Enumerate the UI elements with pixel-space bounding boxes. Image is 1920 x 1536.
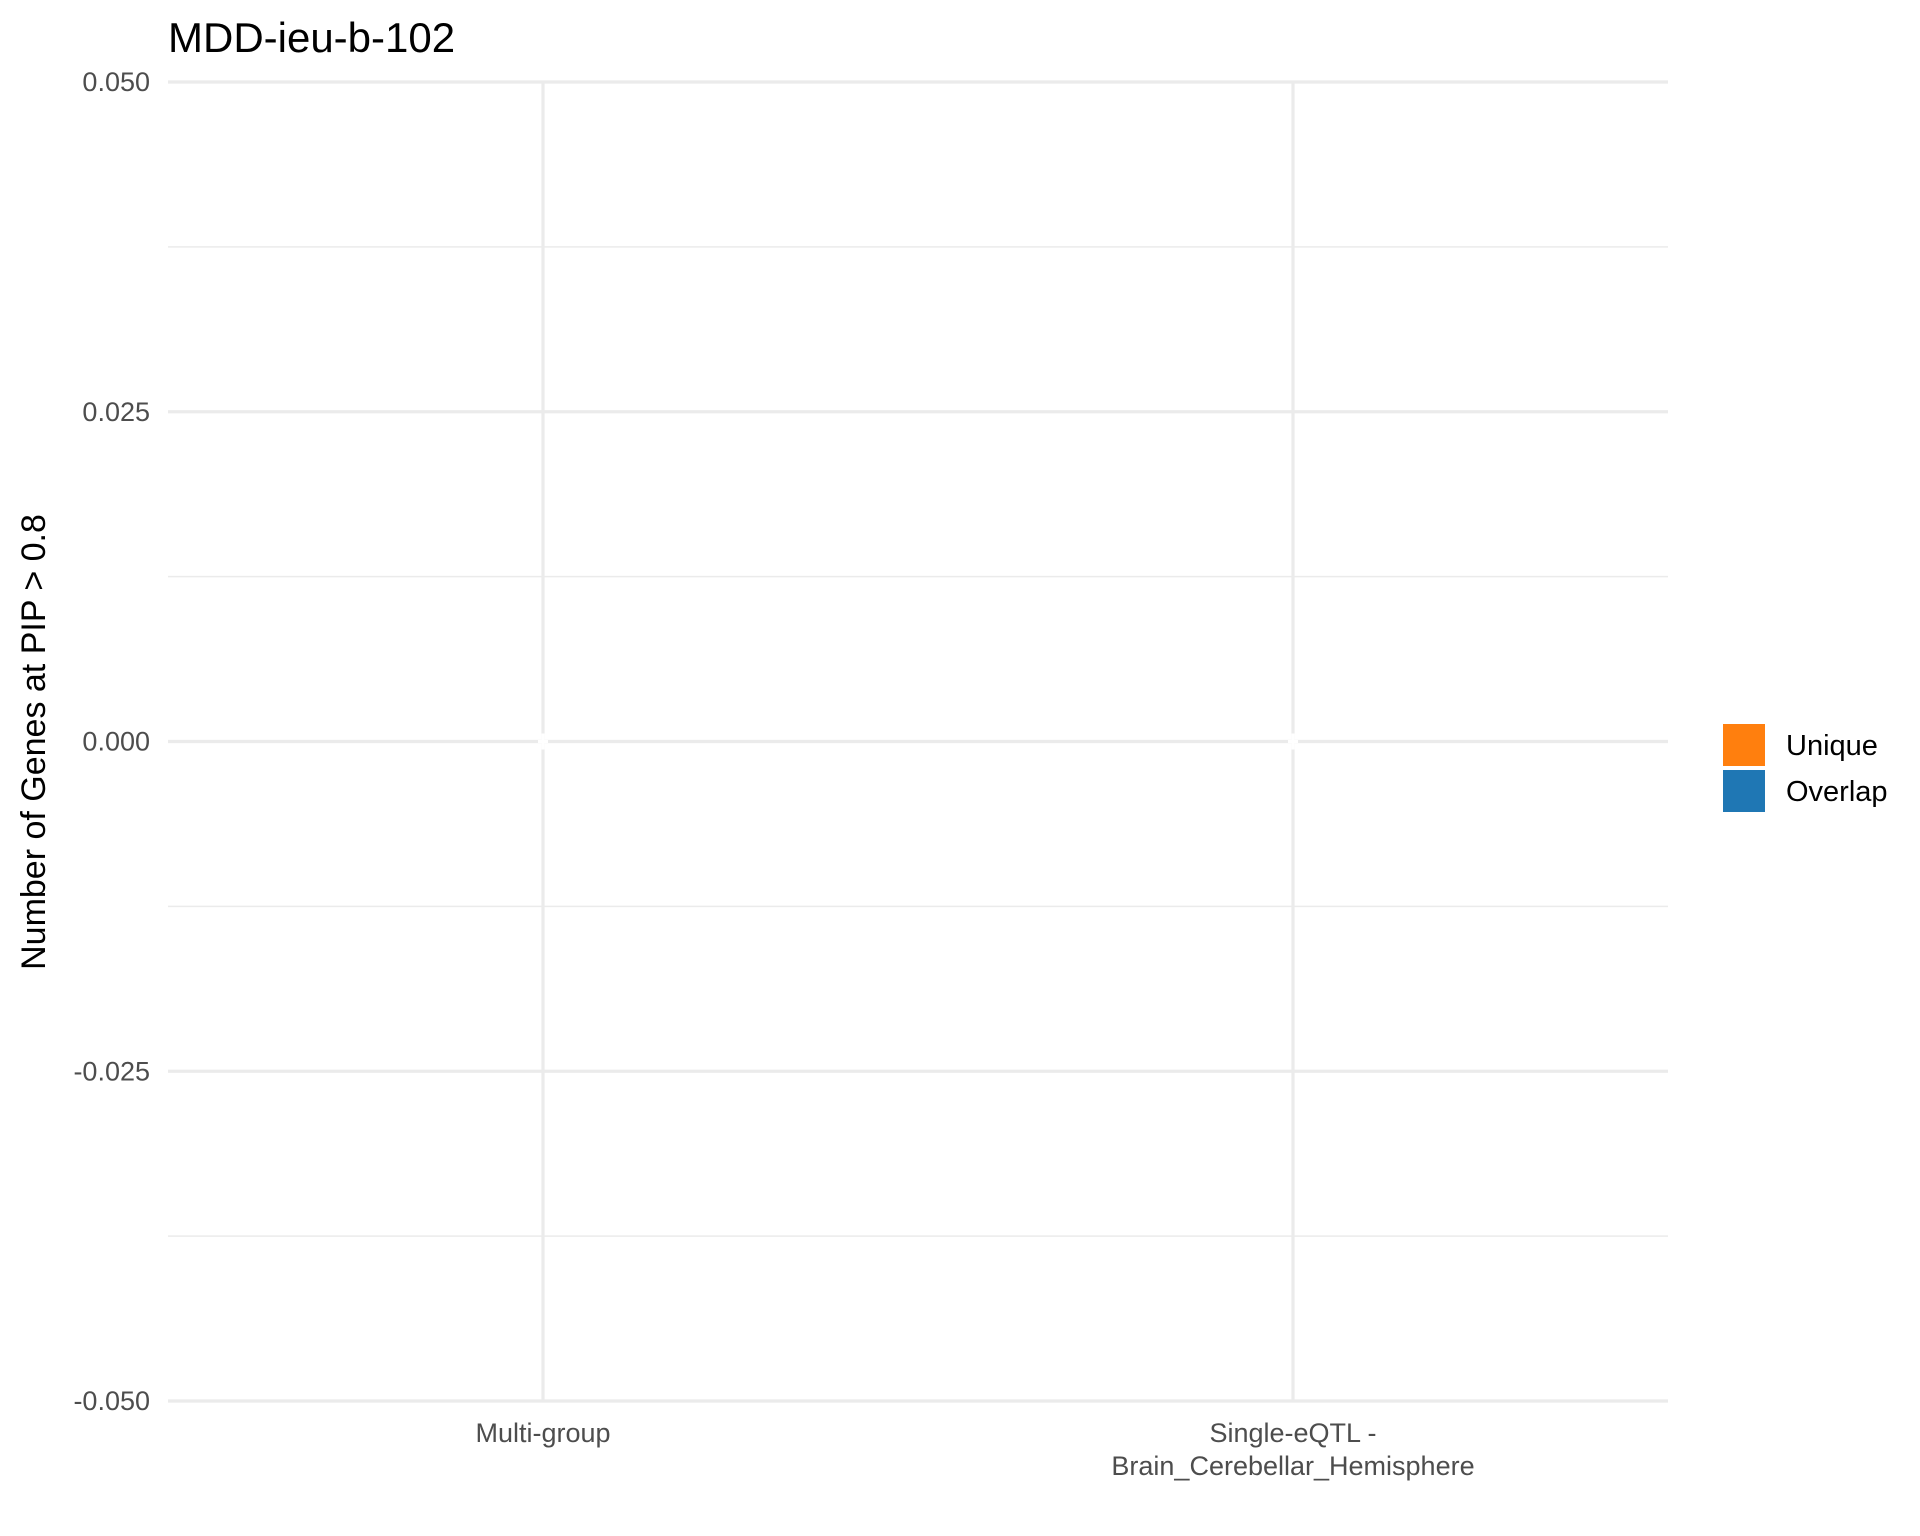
x-tick-label-line: Single-eQTL - xyxy=(1209,1418,1376,1448)
x-tick-label: Multi-group xyxy=(475,1418,610,1448)
x-tick-label-line: Multi-group xyxy=(475,1418,610,1448)
legend-label-unique: Unique xyxy=(1786,730,1878,762)
legend: Unique Overlap xyxy=(1723,724,1888,812)
y-axis-ticks: -0.050 -0.025 0.000 0.025 0.050 xyxy=(73,67,150,1416)
y-tick-label: -0.025 xyxy=(73,1056,150,1086)
y-tick-label: 0.025 xyxy=(82,397,150,427)
legend-key-unique xyxy=(1723,724,1765,766)
grid xyxy=(168,80,1668,1403)
y-axis-label: Number of Genes at PIP > 0.8 xyxy=(15,514,53,970)
bars xyxy=(538,733,1298,750)
x-tick-label-line: Brain_Cerebellar_Hemisphere xyxy=(1111,1451,1474,1481)
x-tick-label: Single-eQTL -Brain_Cerebellar_Hemisphere xyxy=(1111,1418,1474,1481)
y-tick-label: -0.050 xyxy=(73,1386,150,1416)
legend-label-overlap: Overlap xyxy=(1786,776,1888,808)
legend-key-overlap xyxy=(1723,770,1765,812)
chart-title: MDD-ieu-b-102 xyxy=(168,14,455,61)
y-tick-label: 0.050 xyxy=(82,67,150,97)
x-axis-ticks: Multi-group Single-eQTL -Brain_Cerebellar… xyxy=(475,1418,1474,1481)
y-tick-label: 0.000 xyxy=(82,727,150,757)
